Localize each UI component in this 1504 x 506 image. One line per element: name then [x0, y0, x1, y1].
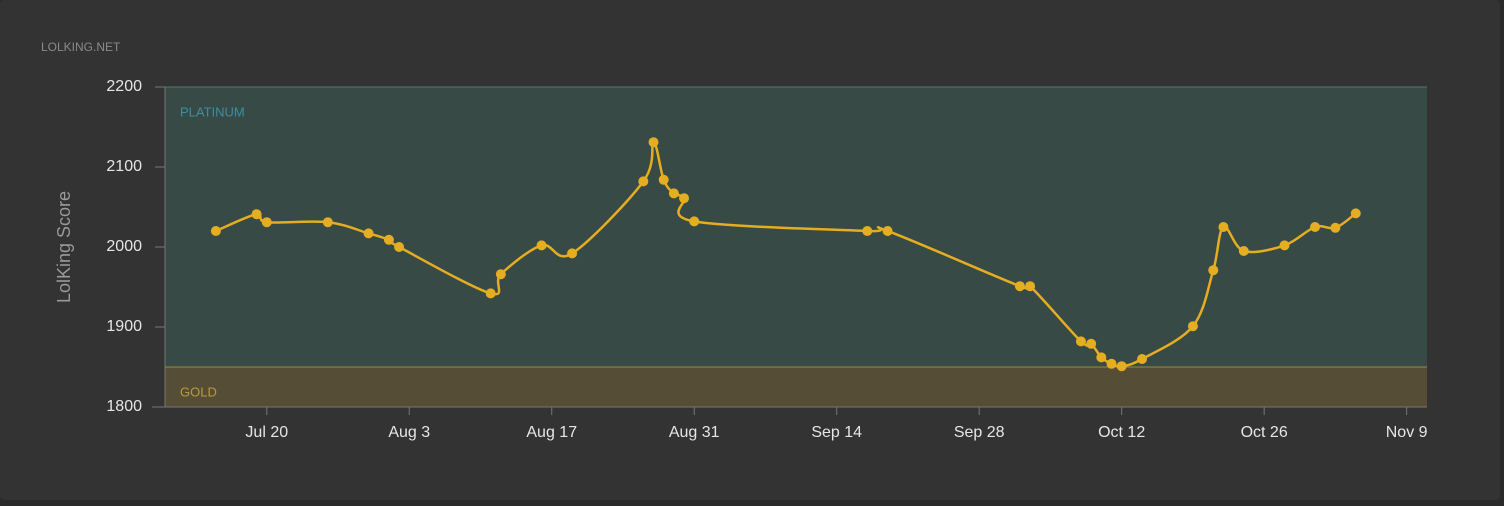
point	[1187, 321, 1198, 332]
point	[1096, 352, 1107, 363]
point	[495, 269, 506, 280]
y-tick-label: 2000	[106, 238, 142, 255]
x-tick-label: Aug 31	[669, 424, 720, 441]
point	[1075, 336, 1086, 347]
x-tick-label: Sep 14	[811, 424, 862, 441]
point	[363, 228, 374, 239]
band	[165, 87, 1427, 367]
point	[485, 288, 496, 299]
point	[1116, 361, 1127, 372]
point	[1218, 222, 1229, 232]
watermark: LOLKING.NET	[41, 40, 121, 54]
x-tick-label: Aug 17	[526, 424, 577, 441]
point	[1086, 338, 1097, 349]
x-tick-label: Sep 28	[954, 424, 1005, 441]
point	[1025, 281, 1036, 292]
point	[567, 248, 578, 259]
point	[383, 234, 394, 245]
band	[165, 367, 1427, 407]
x-tick-label: Oct 12	[1098, 424, 1145, 441]
point	[1350, 208, 1361, 219]
x-tick-label: Aug 3	[388, 424, 430, 441]
point	[668, 188, 679, 199]
x-tick-label: Nov 9	[1386, 424, 1428, 441]
point	[1208, 265, 1219, 276]
point	[648, 137, 659, 148]
point	[1014, 281, 1025, 292]
point	[882, 226, 893, 236]
x-tick-label: Jul 20	[245, 424, 288, 441]
point	[862, 226, 873, 236]
point	[394, 242, 405, 252]
point	[638, 176, 649, 187]
y-tick-label: 1800	[106, 398, 142, 415]
point	[322, 217, 333, 228]
point	[1279, 240, 1290, 251]
point	[210, 226, 221, 236]
point	[1238, 246, 1249, 256]
point	[261, 217, 272, 228]
point	[1330, 222, 1341, 233]
x-tick-label: Oct 26	[1241, 424, 1288, 441]
point	[689, 216, 700, 227]
y-axis-label: LolKing Score	[54, 191, 74, 303]
point	[1106, 358, 1117, 369]
point	[536, 240, 547, 251]
band-label: GOLD	[180, 384, 217, 399]
band-label: PLATINUM	[180, 104, 245, 119]
y-tick-label: 1900	[106, 318, 142, 335]
y-tick-label: 2100	[106, 158, 142, 175]
y-tick-label: 2200	[106, 78, 142, 95]
point	[1137, 354, 1148, 364]
point	[658, 174, 669, 185]
point	[251, 209, 262, 220]
point	[1310, 222, 1321, 232]
point	[679, 193, 690, 204]
